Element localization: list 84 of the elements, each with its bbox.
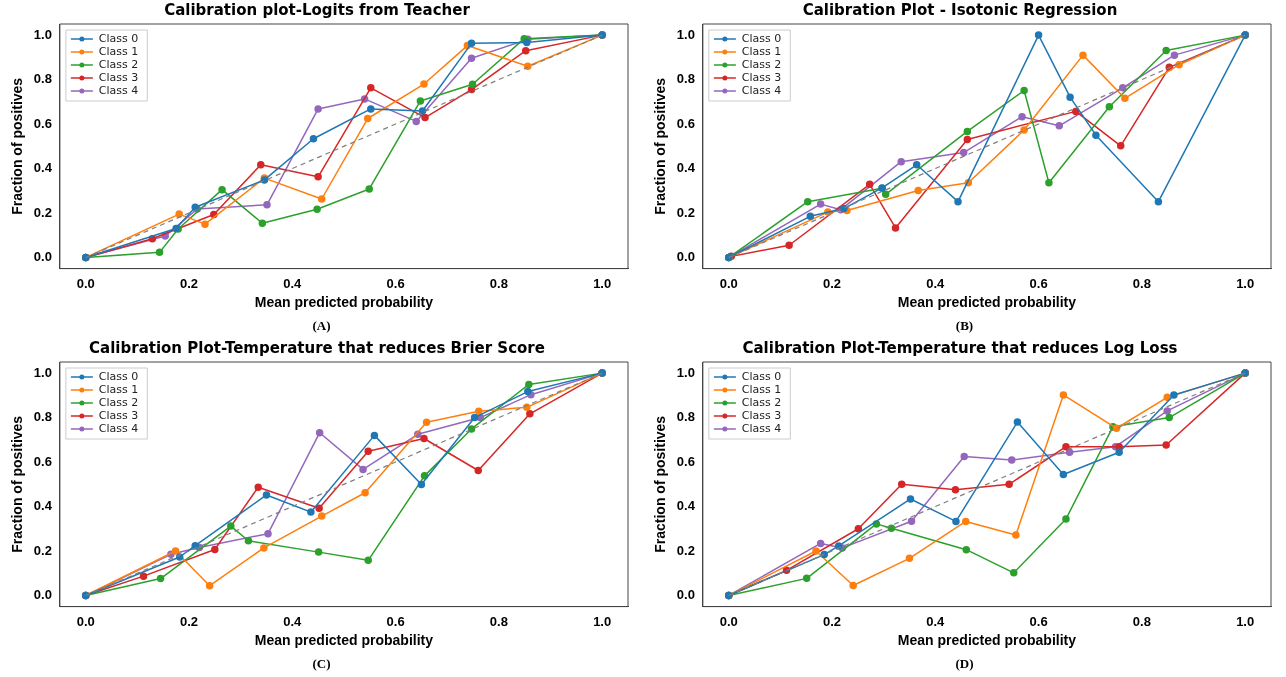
x-tick-label: 0.8 xyxy=(489,613,508,629)
x-tick-label: 0.4 xyxy=(925,613,945,629)
x-tick-label: 0.4 xyxy=(282,275,302,291)
x-tick-label: 0.6 xyxy=(386,275,405,291)
y-axis-title: Fraction of positives xyxy=(8,415,25,553)
y-tick-label: 0.0 xyxy=(676,587,695,603)
text: (D) xyxy=(955,655,974,673)
legend-label: Class 2 xyxy=(741,395,781,409)
text: (A) xyxy=(312,317,331,335)
legend-label: Class 1 xyxy=(98,44,138,58)
x-tick-label: 0.2 xyxy=(822,275,841,291)
legend-label: Class 3 xyxy=(741,408,781,422)
chart-title: Calibration plot-Logits from Teacher xyxy=(163,0,470,19)
legend-label: Class 3 xyxy=(98,408,138,422)
x-tick-label: 1.0 xyxy=(1235,613,1254,629)
legend-label: Class 2 xyxy=(98,57,138,71)
x-tick-label: 0.0 xyxy=(76,613,95,629)
y-tick-label: 1.0 xyxy=(676,364,695,380)
legend-label: Class 0 xyxy=(741,31,781,45)
x-tick-label: 0.4 xyxy=(925,275,945,291)
y-tick-label: 1.0 xyxy=(33,26,52,42)
x-axis-title: Mean predicted probability xyxy=(897,294,1076,311)
y-axis-title: Fraction of positives xyxy=(651,415,668,553)
y-axis-title: Fraction of positives xyxy=(8,77,25,215)
x-tick-label: 0.4 xyxy=(282,613,302,629)
x-tick-label: 0.6 xyxy=(1029,613,1048,629)
y-tick-label: 0.8 xyxy=(33,409,52,425)
x-tick-label: 0.8 xyxy=(1132,275,1151,291)
legend-label: Class 1 xyxy=(741,44,781,58)
y-tick-label: 0.6 xyxy=(33,453,52,469)
legend-label: Class 4 xyxy=(741,83,781,97)
y-tick-label: 0.2 xyxy=(676,542,695,558)
x-tick-label: 0.2 xyxy=(179,613,198,629)
y-tick-label: 0.4 xyxy=(676,498,696,514)
x-tick-label: 0.8 xyxy=(1132,613,1151,629)
y-tick-label: 0.6 xyxy=(676,453,695,469)
chart-title: Calibration Plot-Temperature that reduces Log Loss xyxy=(741,338,1178,357)
x-axis-title: Mean predicted probability xyxy=(254,294,433,311)
y-tick-label: 0.2 xyxy=(33,204,52,220)
x-tick-label: 1.0 xyxy=(1235,275,1254,291)
legend-label: Class 2 xyxy=(98,395,138,409)
legend-label: Class 1 xyxy=(741,382,781,396)
text: (C) xyxy=(312,655,331,673)
legend-label: Class 2 xyxy=(741,57,781,71)
x-tick-label: 0.6 xyxy=(1029,275,1048,291)
legend-label: Class 3 xyxy=(741,70,781,84)
y-tick-label: 0.4 xyxy=(33,498,53,514)
y-tick-label: 0.6 xyxy=(33,115,52,131)
y-tick-label: 0.0 xyxy=(33,587,52,603)
legend-label: Class 4 xyxy=(741,421,781,435)
y-tick-label: 0.4 xyxy=(33,160,53,176)
x-tick-label: 0.0 xyxy=(719,613,738,629)
y-axis-title: Fraction of positives xyxy=(651,77,668,215)
x-tick-label: 1.0 xyxy=(592,275,611,291)
x-tick-label: 0.2 xyxy=(822,613,841,629)
y-tick-label: 0.2 xyxy=(33,542,52,558)
x-tick-label: 0.2 xyxy=(179,275,198,291)
y-tick-label: 0.6 xyxy=(676,115,695,131)
x-axis-title: Mean predicted probability xyxy=(254,632,433,649)
y-tick-label: 0.0 xyxy=(33,249,52,265)
y-tick-label: 0.2 xyxy=(676,204,695,220)
x-tick-label: 0.6 xyxy=(386,613,405,629)
y-tick-label: 1.0 xyxy=(33,364,52,380)
legend-label: Class 0 xyxy=(98,369,138,383)
text: (B) xyxy=(955,317,974,335)
legend-label: Class 0 xyxy=(98,31,138,45)
chart-title: Calibration Plot-Temperature that reduces Brier Score xyxy=(88,338,545,357)
y-tick-label: 0.4 xyxy=(676,160,696,176)
x-axis-title: Mean predicted probability xyxy=(897,632,1076,649)
x-tick-label: 1.0 xyxy=(592,613,611,629)
y-tick-label: 0.8 xyxy=(676,409,695,425)
y-tick-label: 0.8 xyxy=(33,71,52,87)
y-tick-label: 0.0 xyxy=(676,249,695,265)
x-tick-label: 0.0 xyxy=(76,275,95,291)
x-tick-label: 0.0 xyxy=(719,275,738,291)
legend-label: Class 0 xyxy=(741,369,781,383)
y-tick-label: 1.0 xyxy=(676,26,695,42)
chart-title: Calibration Plot - Isotonic Regression xyxy=(802,0,1117,19)
y-tick-label: 0.8 xyxy=(676,71,695,87)
legend-label: Class 3 xyxy=(98,70,138,84)
legend-label: Class 4 xyxy=(98,421,138,435)
legend-label: Class 4 xyxy=(98,83,138,97)
x-tick-label: 0.8 xyxy=(489,275,508,291)
legend-label: Class 1 xyxy=(98,382,138,396)
